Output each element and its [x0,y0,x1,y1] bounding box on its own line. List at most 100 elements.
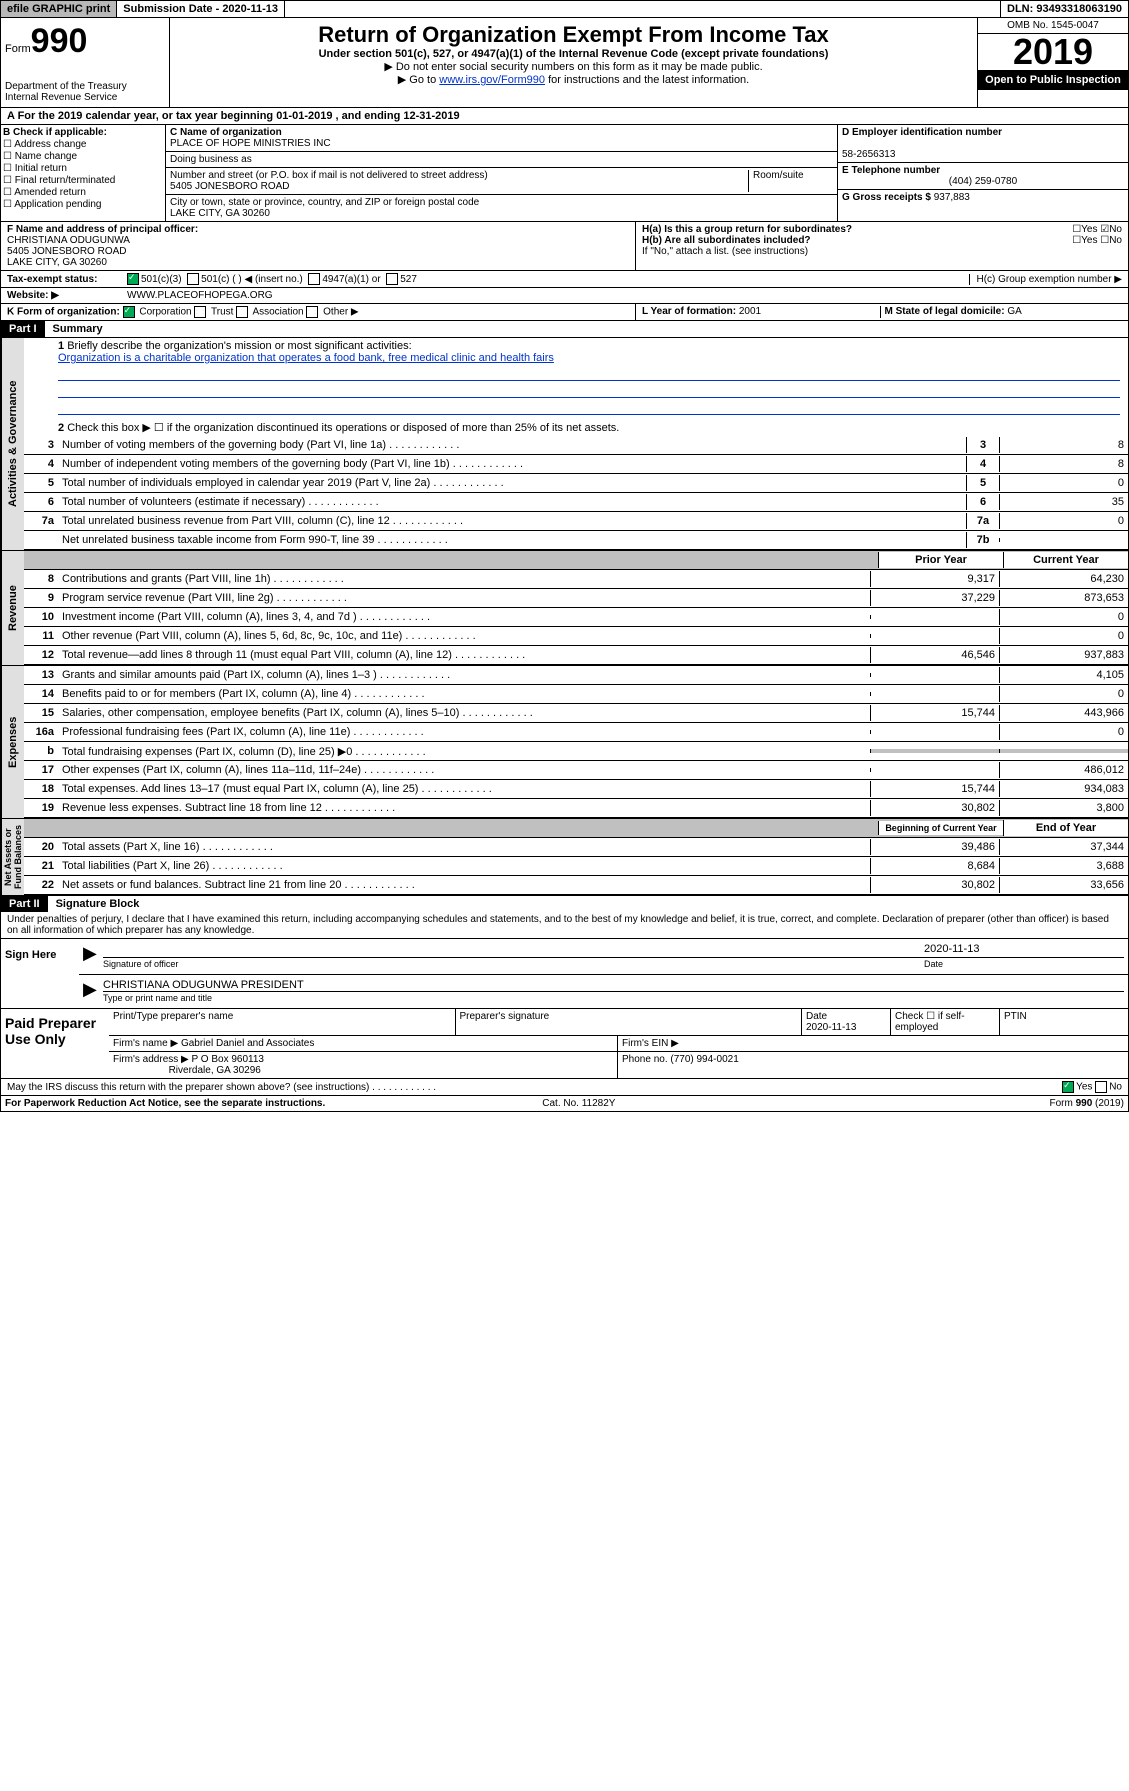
part2-hdr: Part II [1,896,48,912]
sign-block: Sign Here ▶Signature of officer2020-11-1… [0,939,1129,1009]
firm-phone: Phone no. (770) 994-0021 [618,1052,1128,1078]
mission-text: Organization is a charitable organizatio… [58,352,554,364]
line-j: Website: ▶ WWW.PLACEOFHOPEGA.ORG [0,288,1129,304]
name-title-lbl: Type or print name and title [103,993,212,1003]
form-header: Form990 Department of the Treasury Inter… [0,18,1129,108]
signer-name: CHRISTIANA ODUGUNWA PRESIDENT [103,979,1124,992]
section-b-d: B Check if applicable: ☐ Address change … [0,125,1129,222]
declaration: Under penalties of perjury, I declare th… [1,912,1128,938]
domicile-lbl: M State of legal domicile: [885,306,1005,317]
phone-value: (404) 259-0780 [842,176,1124,187]
chk-assoc[interactable] [236,306,248,318]
prep-date-hdr: Date [806,1011,827,1022]
sig-officer-lbl: Signature of officer [103,959,178,969]
part1-title: Summary [45,321,111,337]
date-lbl: Date [924,959,943,969]
form-title: Return of Organization Exempt From Incom… [174,22,973,48]
form-subtitle-1: Under section 501(c), 527, or 4947(a)(1)… [174,48,973,60]
chk-corp[interactable] [123,306,135,318]
officer-city: LAKE CITY, GA 30260 [7,257,107,268]
chk-pending[interactable]: ☐ Application pending [3,199,163,210]
end-year-hdr: End of Year [1003,820,1128,836]
irs-link[interactable]: www.irs.gov/Form990 [439,74,545,86]
domicile: GA [1007,306,1021,317]
open-public: Open to Public Inspection [978,70,1128,90]
chk-527[interactable] [386,273,398,285]
part2-title: Signature Block [48,896,148,912]
prep-date: 2020-11-13 [806,1022,856,1033]
chk-other[interactable] [306,306,318,318]
chk-trust[interactable] [194,306,206,318]
line-i: Tax-exempt status: 501(c)(3) 501(c) ( ) … [0,271,1129,288]
org-name: PLACE OF HOPE MINISTRIES INC [170,138,331,149]
sign-here-lbl: Sign Here [1,939,79,1008]
top-bar: efile GRAPHIC print Submission Date - 20… [0,0,1129,18]
side-exp: Expenses [1,666,24,818]
prep-name-hdr: Print/Type preparer's name [109,1009,456,1035]
chk-initial[interactable]: ☐ Initial return [3,163,163,174]
footer: For Paperwork Reduction Act Notice, see … [0,1096,1129,1112]
prior-year-hdr: Prior Year [878,552,1003,568]
firm-ein-lbl: Firm's EIN ▶ [618,1036,1128,1051]
chk-501c3[interactable] [127,273,139,285]
net-section: Net Assets or Fund Balances Beginning of… [0,819,1129,896]
arrow-icon: ▶ [83,979,103,1004]
room-label: Room/suite [748,170,833,192]
l1-text: Briefly describe the organization's miss… [67,340,411,352]
chk-amended[interactable]: ☐ Amended return [3,187,163,198]
org-city: LAKE CITY, GA 30260 [170,208,270,219]
chk-501c[interactable] [187,273,199,285]
ein-label: D Employer identification number [842,127,1002,138]
chk-4947[interactable] [308,273,320,285]
side-rev: Revenue [1,551,24,665]
dln: DLN: 93493318063190 [1000,1,1128,17]
discuss-text: May the IRS discuss this return with the… [7,1082,436,1093]
phone-label: E Telephone number [842,165,940,176]
paperwork-notice: For Paperwork Reduction Act Notice, see … [5,1098,325,1109]
line-k-l-m: K Form of organization: Corporation Trus… [0,304,1129,321]
form-subtitle-2: ▶ Do not enter social security numbers o… [174,60,973,73]
cat-no: Cat. No. 11282Y [542,1098,615,1109]
firm-name: Gabriel Daniel and Associates [181,1038,314,1049]
activities-governance: Activities & Governance 1 Briefly descri… [0,338,1129,551]
chk-final[interactable]: ☐ Final return/terminated [3,175,163,186]
h-a: H(a) Is this a group return for subordin… [642,224,1122,235]
chk-address[interactable]: ☐ Address change [3,139,163,150]
line-a: A For the 2019 calendar year, or tax yea… [1,108,466,124]
paid-preparer: Paid Preparer Use Only Print/Type prepar… [0,1009,1129,1079]
efile-label: efile GRAPHIC print [1,1,117,17]
prep-sig-hdr: Preparer's signature [456,1009,803,1035]
firm-city: Riverdale, GA 30296 [169,1065,261,1076]
year-formation: 2001 [739,306,761,317]
chk-discuss-no[interactable] [1095,1081,1107,1093]
part1-hdr: Part I [1,321,45,337]
form-number: Form990 [5,22,165,61]
officer-label: F Name and address of principal officer: [7,224,198,235]
h-c: H(c) Group exemption number ▶ [969,274,1122,285]
gross-label: G Gross receipts $ [842,192,931,203]
paid-lbl: Paid Preparer Use Only [1,1009,109,1078]
c-name-label: C Name of organization [170,127,282,138]
gross-value: 937,883 [934,192,970,203]
side-ag: Activities & Governance [1,338,24,550]
firm-lbl: Firm's name ▶ [113,1038,178,1049]
chk-name[interactable]: ☐ Name change [3,151,163,162]
city-label: City or town, state or province, country… [170,197,479,208]
org-address: 5405 JONESBORO ROAD [170,181,289,192]
addr-label: Number and street (or P.O. box if mail i… [170,170,488,181]
dba-label: Doing business as [170,154,252,165]
firm-addr: P O Box 960113 [192,1054,264,1065]
arrow-icon: ▶ [83,943,103,970]
ein-value: 58-2656313 [842,149,895,160]
b-title: B Check if applicable: [3,127,163,138]
h-b: H(b) Are all subordinates included? ☐Yes… [642,235,1122,246]
website-value: WWW.PLACEOFHOPEGA.ORG [127,290,273,301]
officer-addr: 5405 JONESBORO ROAD [7,246,126,257]
chk-discuss-yes[interactable] [1062,1081,1074,1093]
discuss-line: May the IRS discuss this return with the… [0,1079,1129,1096]
dept-label: Department of the Treasury Internal Reve… [5,81,165,103]
current-year-hdr: Current Year [1003,552,1128,568]
submission-date: Submission Date - 2020-11-13 [117,1,285,17]
revenue-section: Revenue Prior YearCurrent Year 8Contribu… [0,551,1129,666]
tax-year: 2019 [978,34,1128,70]
